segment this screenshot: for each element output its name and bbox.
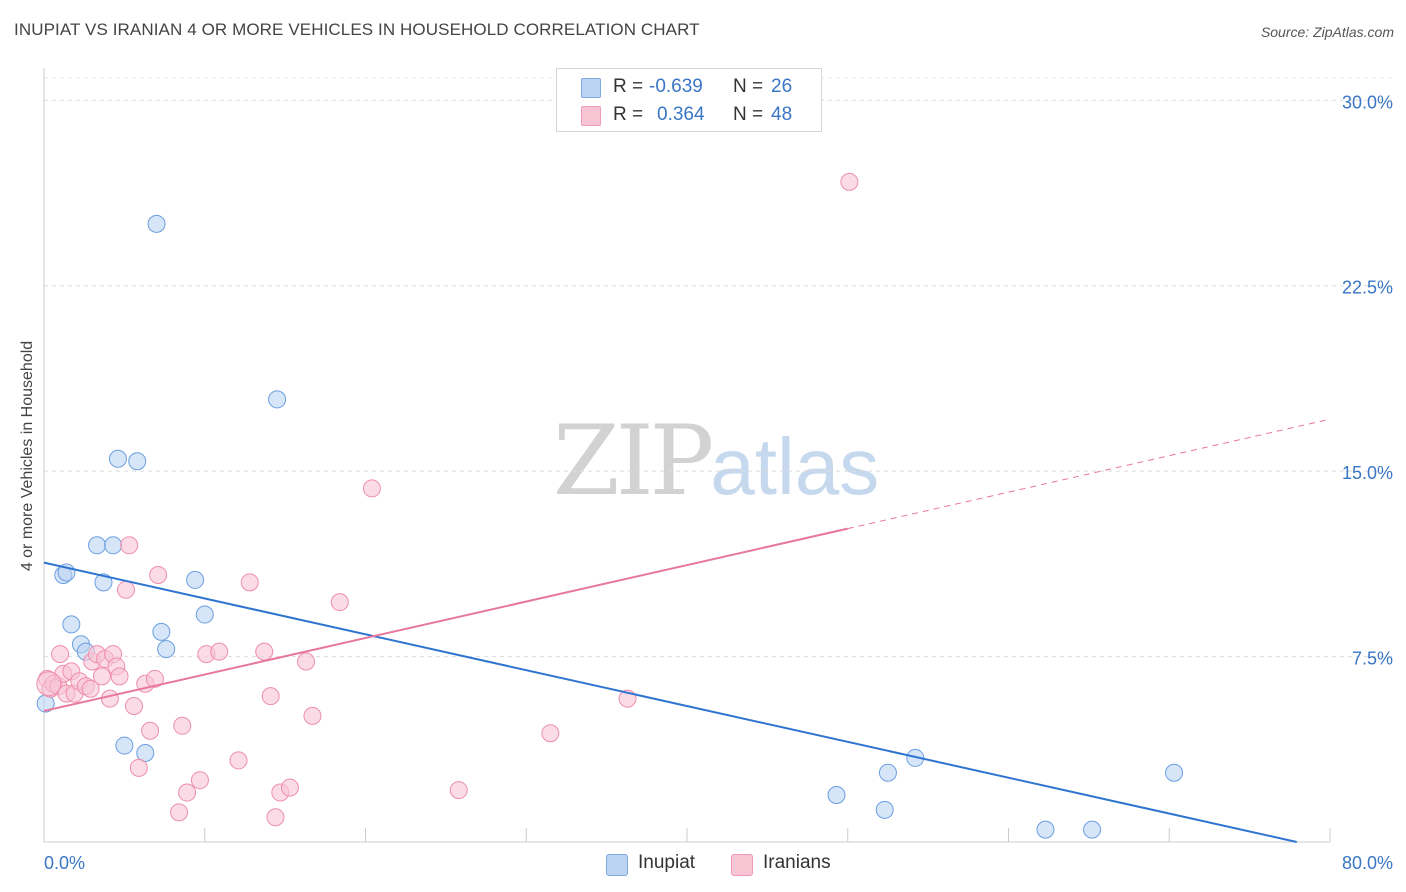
iranians-point: [125, 697, 144, 716]
iranians-point: [280, 778, 299, 797]
x-tick-label: 0.0%: [44, 853, 85, 873]
iranians-point: [149, 565, 168, 584]
inupiat-swatch: [581, 78, 601, 98]
iranians-point: [81, 679, 100, 698]
legend-label-iranians: Iranians: [763, 852, 831, 873]
y-tick-label: 30.0%: [1342, 92, 1393, 112]
inupiat-point: [878, 763, 897, 782]
iranians-point: [173, 716, 192, 735]
chart-title: INUPIAT VS IRANIAN 4 OR MORE VEHICLES IN…: [14, 20, 700, 39]
iranians-point: [255, 642, 274, 661]
r-value: -0.639: [649, 76, 703, 97]
iranians-point: [116, 580, 135, 599]
iranians-point: [303, 706, 322, 725]
iranians-point: [120, 536, 139, 555]
inupiat-point: [157, 640, 176, 659]
iranians-point: [178, 783, 197, 802]
y-tick-label: 22.5%: [1342, 278, 1393, 298]
iranians-point: [266, 808, 285, 827]
iranians-point: [92, 667, 111, 686]
inupiat-point: [147, 214, 166, 233]
inupiat-point: [195, 605, 214, 624]
watermark-atlas: atlas: [710, 422, 880, 511]
iranians-legend-swatch: [731, 854, 753, 876]
y-tick-label: 15.0%: [1342, 463, 1393, 483]
iranians-point: [297, 652, 316, 671]
inupiat-point: [104, 536, 123, 555]
iranians-point: [51, 645, 70, 664]
n-value: 26: [771, 76, 793, 97]
watermark-zip: ZIP: [553, 405, 714, 517]
n-label: N =: [733, 104, 764, 125]
watermark: ZIPatlas: [553, 405, 879, 517]
r-label: R =: [613, 104, 644, 125]
r-label: R =: [613, 76, 644, 97]
inupiat-point: [1036, 820, 1055, 839]
inupiat-point: [94, 573, 113, 592]
inupiat-point: [136, 743, 155, 762]
inupiat-point: [152, 622, 171, 641]
series-legend: Inupiat Iranians: [0, 852, 1406, 876]
iranians-point: [100, 689, 119, 708]
inupiat-trendline: [43, 561, 1297, 843]
inupiat-point: [827, 786, 846, 805]
inupiat-point: [88, 536, 107, 555]
iranians-point: [190, 771, 209, 790]
iranians-point: [330, 593, 349, 612]
iranians-point: [145, 669, 164, 688]
inupiat-point: [108, 449, 127, 468]
iranians-point: [261, 687, 280, 706]
iranians-point: [449, 781, 468, 800]
iranians-point: [840, 172, 859, 191]
iranians-point: [141, 721, 160, 740]
r-value: 0.364: [657, 104, 705, 125]
source-label: Source: ZipAtlas.com: [1260, 24, 1394, 40]
inupiat-legend-swatch: [606, 854, 628, 876]
iranians-swatch: [581, 106, 601, 126]
iranians-point: [229, 751, 248, 770]
inupiat-point: [128, 452, 147, 471]
inupiat-point: [268, 390, 287, 409]
iranians-point: [36, 671, 62, 697]
inupiat-point: [875, 800, 894, 819]
iranians-point: [210, 642, 229, 661]
inupiat-point: [1165, 763, 1184, 782]
iranians-point: [362, 479, 381, 498]
x-tick-label: 80.0%: [1342, 853, 1393, 873]
inupiat-point: [1083, 820, 1102, 839]
n-label: N =: [733, 76, 764, 97]
inupiat-point: [62, 615, 81, 634]
legend-label-inupiat: Inupiat: [638, 852, 696, 873]
inupiat-point: [115, 736, 134, 755]
n-value: 48: [771, 104, 793, 125]
stats-legend: R = -0.639 N = 26 R = 0.364 N = 48: [556, 68, 822, 132]
y-tick-label: 7.5%: [1352, 649, 1393, 669]
iranians-point: [129, 758, 148, 777]
iranians-trendline: [43, 527, 848, 712]
inupiat-point: [186, 570, 205, 589]
iranians-point: [170, 803, 189, 822]
iranians-point: [110, 667, 129, 686]
iranians-point: [240, 573, 259, 592]
iranians-point: [541, 724, 560, 743]
iranians-trendline-extension: [847, 418, 1331, 530]
